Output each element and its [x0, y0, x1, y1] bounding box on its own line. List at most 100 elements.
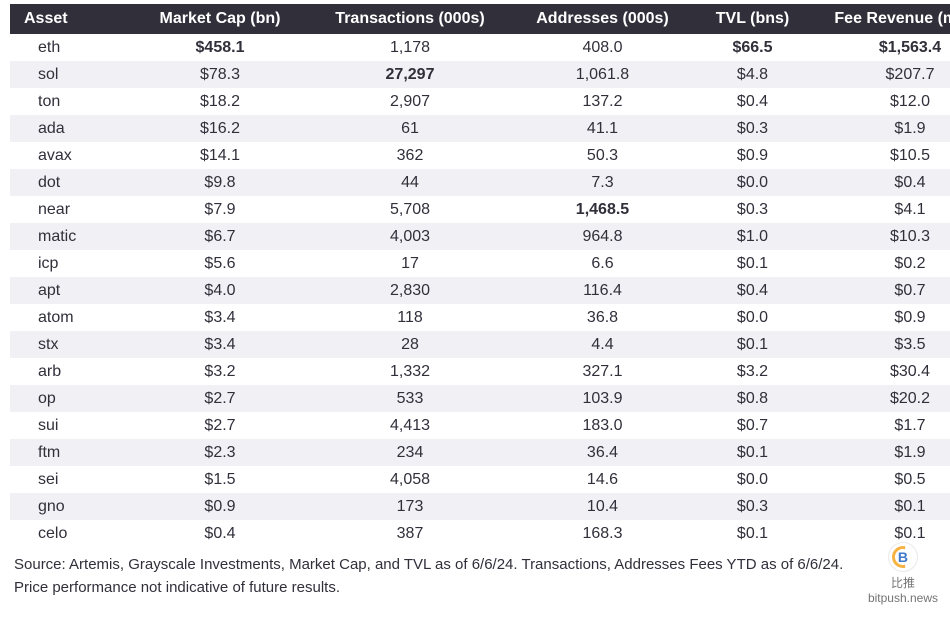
metric-cell: $0.3 [695, 196, 810, 223]
metric-cell: $0.9 [810, 304, 950, 331]
table-row: op$2.7533103.9$0.8$20.2 [10, 385, 950, 412]
metric-cell: 41.1 [510, 115, 695, 142]
metric-cell: $0.0 [695, 304, 810, 331]
watermark-logo-icon: B [888, 542, 918, 572]
metric-cell: 137.2 [510, 88, 695, 115]
column-header: Market Cap (bn) [130, 4, 310, 34]
metric-cell: $2.7 [130, 385, 310, 412]
asset-metrics-table: AssetMarket Cap (bn)Transactions (000s)A… [10, 4, 950, 547]
metric-cell: $0.7 [695, 412, 810, 439]
metric-cell: $1.0 [695, 223, 810, 250]
asset-cell: atom [10, 304, 130, 331]
asset-cell: stx [10, 331, 130, 358]
column-header: TVL (bns) [695, 4, 810, 34]
metric-cell: $3.4 [130, 304, 310, 331]
metric-cell: 14.6 [510, 466, 695, 493]
asset-cell: dot [10, 169, 130, 196]
table-row: dot$9.8447.3$0.0$0.4 [10, 169, 950, 196]
metric-cell: $0.1 [695, 520, 810, 547]
metric-cell: $7.9 [130, 196, 310, 223]
metric-cell: 1,178 [310, 34, 510, 61]
metric-cell: $0.4 [695, 88, 810, 115]
table-row: matic$6.74,003964.8$1.0$10.3 [10, 223, 950, 250]
metric-cell: 36.4 [510, 439, 695, 466]
table-row: atom$3.411836.8$0.0$0.9 [10, 304, 950, 331]
metric-cell: $0.1 [695, 439, 810, 466]
asset-cell: matic [10, 223, 130, 250]
table-row: sei$1.54,05814.6$0.0$0.5 [10, 466, 950, 493]
table-row: apt$4.02,830116.4$0.4$0.7 [10, 277, 950, 304]
watermark-label-bottom: bitpush.news [868, 591, 938, 605]
metric-cell: $5.6 [130, 250, 310, 277]
metric-cell: $30.4 [810, 358, 950, 385]
source-line-2: Price performance not indicative of futu… [14, 576, 936, 599]
metric-cell: 533 [310, 385, 510, 412]
metric-cell: $0.4 [695, 277, 810, 304]
table-row: gno$0.917310.4$0.3$0.1 [10, 493, 950, 520]
metric-cell: $9.8 [130, 169, 310, 196]
source-line-1: Source: Artemis, Grayscale Investments, … [14, 553, 936, 576]
metric-cell: 36.8 [510, 304, 695, 331]
metric-cell: 2,907 [310, 88, 510, 115]
metric-cell: 183.0 [510, 412, 695, 439]
metric-cell: $0.4 [810, 169, 950, 196]
asset-cell: arb [10, 358, 130, 385]
metric-cell: 327.1 [510, 358, 695, 385]
metric-cell: 28 [310, 331, 510, 358]
metric-cell: 168.3 [510, 520, 695, 547]
metric-cell: 234 [310, 439, 510, 466]
metric-cell: $0.5 [810, 466, 950, 493]
metric-cell: 103.9 [510, 385, 695, 412]
metric-cell: 4,413 [310, 412, 510, 439]
metric-cell: 4.4 [510, 331, 695, 358]
metric-cell: $20.2 [810, 385, 950, 412]
metric-cell: $3.2 [130, 358, 310, 385]
metric-cell: $1.5 [130, 466, 310, 493]
table-body: eth$458.11,178408.0$66.5$1,563.4sol$78.3… [10, 34, 950, 547]
metric-cell: $0.1 [695, 331, 810, 358]
metric-cell: 118 [310, 304, 510, 331]
metric-cell: 2,830 [310, 277, 510, 304]
asset-cell: sui [10, 412, 130, 439]
metric-cell: 44 [310, 169, 510, 196]
metric-cell: $66.5 [695, 34, 810, 61]
asset-cell: avax [10, 142, 130, 169]
metric-cell: $12.0 [810, 88, 950, 115]
metric-cell: $3.2 [695, 358, 810, 385]
metric-cell: 61 [310, 115, 510, 142]
metric-cell: $6.7 [130, 223, 310, 250]
asset-cell: ada [10, 115, 130, 142]
table-row: avax$14.136250.3$0.9$10.5 [10, 142, 950, 169]
metric-cell: $16.2 [130, 115, 310, 142]
metric-cell: 362 [310, 142, 510, 169]
metric-cell: 5,708 [310, 196, 510, 223]
metric-cell: $207.7 [810, 61, 950, 88]
metric-cell: 964.8 [510, 223, 695, 250]
metric-cell: $458.1 [130, 34, 310, 61]
table-row: ada$16.26141.1$0.3$1.9 [10, 115, 950, 142]
metric-cell: 173 [310, 493, 510, 520]
asset-cell: apt [10, 277, 130, 304]
metric-cell: $0.3 [695, 493, 810, 520]
asset-cell: op [10, 385, 130, 412]
metric-cell: $0.8 [695, 385, 810, 412]
table-row: celo$0.4387168.3$0.1$0.1 [10, 520, 950, 547]
metric-cell: $4.0 [130, 277, 310, 304]
table-header-row: AssetMarket Cap (bn)Transactions (000s)A… [10, 4, 950, 34]
metric-cell: $10.5 [810, 142, 950, 169]
metric-cell: $4.8 [695, 61, 810, 88]
metric-cell: $10.3 [810, 223, 950, 250]
metric-cell: $1.9 [810, 115, 950, 142]
metric-cell: 116.4 [510, 277, 695, 304]
metric-cell: $14.1 [130, 142, 310, 169]
metric-cell: $1.9 [810, 439, 950, 466]
metric-cell: 1,061.8 [510, 61, 695, 88]
table-row: sui$2.74,413183.0$0.7$1.7 [10, 412, 950, 439]
metric-cell: $0.2 [810, 250, 950, 277]
metric-cell: $0.9 [130, 493, 310, 520]
column-header: Transactions (000s) [310, 4, 510, 34]
table-row: stx$3.4284.4$0.1$3.5 [10, 331, 950, 358]
metric-cell: $0.0 [695, 169, 810, 196]
metric-cell: $3.5 [810, 331, 950, 358]
metric-cell: $2.7 [130, 412, 310, 439]
